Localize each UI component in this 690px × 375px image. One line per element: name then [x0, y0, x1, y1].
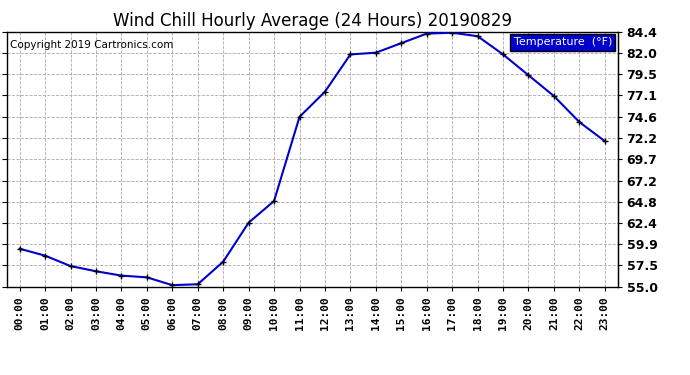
Text: Copyright 2019 Cartronics.com: Copyright 2019 Cartronics.com — [10, 39, 173, 50]
Title: Wind Chill Hourly Average (24 Hours) 20190829: Wind Chill Hourly Average (24 Hours) 201… — [112, 12, 512, 30]
